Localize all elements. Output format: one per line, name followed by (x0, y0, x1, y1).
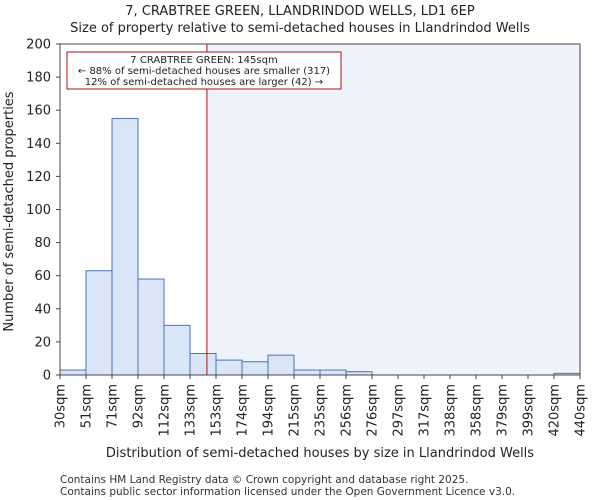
annotation-frame (66, 51, 342, 90)
y-tick-label: 40 (34, 302, 51, 317)
y-tick-label: 140 (26, 137, 51, 152)
x-tick-label: 30sqm (54, 384, 69, 428)
y-axis-label: Number of semi-detached properties (2, 91, 17, 331)
x-tick-label: 51sqm (80, 384, 95, 428)
y-tick-label: 60 (34, 269, 51, 284)
bar-112sqm (163, 324, 191, 376)
chart-subtitle: Size of property relative to semi-detach… (70, 21, 530, 36)
bars (59, 117, 581, 376)
y-tick-label: 0 (43, 369, 51, 384)
bar-194sqm (267, 354, 295, 376)
x-tick-label: 194sqm (262, 384, 277, 437)
y-tick-label: 120 (26, 170, 51, 185)
y-axis: 0 20 40 60 80 100 120 140 160 180 200 (26, 38, 60, 384)
bar-92sqm (137, 278, 165, 376)
y-tick-label: 80 (34, 236, 51, 251)
x-tick-label: 215sqm (288, 384, 303, 437)
y-tick-label: 100 (26, 203, 51, 218)
y-tick-label: 180 (26, 71, 51, 86)
x-tick-label: 399sqm (522, 384, 537, 437)
annotation-box: 7 CRABTREE GREEN: 145sqm ← 88% of semi-d… (66, 51, 342, 90)
x-tick-label: 92sqm (132, 384, 147, 428)
annotation-line-1: 7 CRABTREE GREEN: 145sqm (130, 55, 277, 66)
x-tick-label: 317sqm (418, 384, 433, 437)
x-tick-label: 358sqm (470, 384, 485, 437)
larger-region-shading (206, 44, 580, 375)
x-tick-label: 133sqm (184, 384, 199, 437)
x-tick-label: 297sqm (392, 384, 407, 437)
bar-153sqm (215, 359, 243, 376)
x-axis-label: Distribution of semi-detached houses by … (106, 446, 534, 461)
x-tick-label: 153sqm (210, 384, 225, 437)
bar-133sqm (189, 352, 217, 376)
x-tick-label: 276sqm (366, 384, 381, 437)
annotation-line-2: ← 88% of semi-detached houses are smalle… (78, 66, 330, 77)
chart-title: 7, CRABTREE GREEN, LLANDRINDOD WELLS, LD… (125, 4, 475, 19)
x-tick-label: 235sqm (314, 384, 329, 437)
x-tick-label: 379sqm (496, 384, 511, 437)
y-tick-label: 160 (26, 104, 51, 119)
x-tick-label: 256sqm (340, 384, 355, 437)
x-tick-label: 440sqm (574, 384, 589, 437)
bar-215sqm (293, 369, 321, 376)
x-tick-label: 174sqm (236, 384, 251, 437)
footer-line-1: Contains HM Land Registry data © Crown c… (60, 474, 468, 486)
annotation-line-3: 12% of semi-detached houses are larger (… (85, 77, 323, 88)
bar-30sqm (59, 369, 87, 376)
x-tick-label: 112sqm (158, 384, 173, 437)
x-tick-label: 338sqm (444, 384, 459, 437)
x-tick-label: 420sqm (548, 384, 563, 437)
bar-174sqm (241, 361, 269, 376)
footer-line-2: Contains public sector information licen… (60, 486, 515, 498)
bar-71sqm (111, 117, 139, 376)
bar-235sqm (319, 369, 347, 376)
y-tick-label: 20 (34, 335, 51, 350)
x-tick-label: 71sqm (106, 384, 121, 428)
y-tick-label: 200 (26, 38, 51, 53)
bar-51sqm (85, 270, 113, 376)
x-axis: 30sqm 51sqm 71sqm 92sqm 112sqm 133sqm 153sqm 17… (54, 375, 589, 437)
